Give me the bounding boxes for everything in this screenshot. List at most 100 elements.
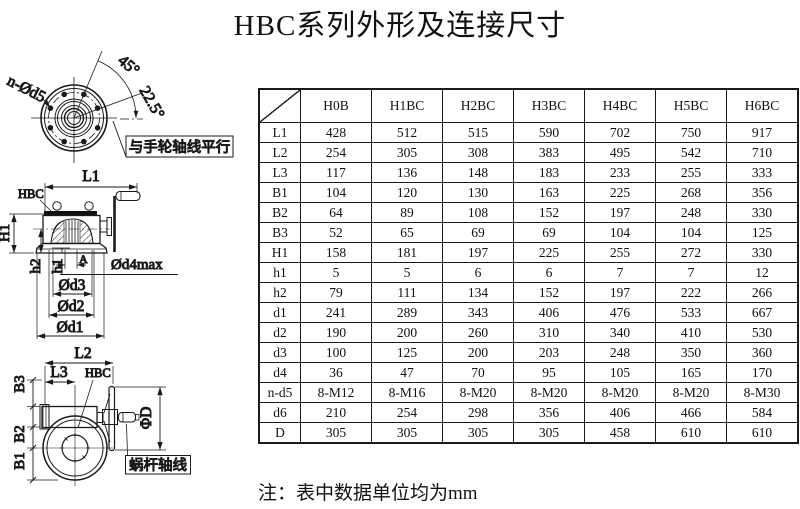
table-cell: 108 bbox=[442, 202, 514, 223]
table-row: h2 79 111 134 152 197 222 266 bbox=[258, 282, 799, 303]
worm-axis-callout: 蜗杆轴线 bbox=[129, 457, 187, 474]
table-cell: 298 bbox=[442, 402, 514, 423]
table-column-header: H5BC bbox=[655, 88, 727, 123]
table-cell: 95 bbox=[513, 362, 585, 383]
table-cell: 542 bbox=[655, 142, 727, 163]
dim-l3-label: L3 bbox=[50, 364, 67, 381]
model-label-side: HBC bbox=[18, 187, 44, 201]
table-row: B1 104 120 130 163 225 268 356 bbox=[258, 182, 799, 203]
table-header-row: H0B H1BC H2BC H3BC H4BC H5BC H6BC bbox=[258, 88, 799, 123]
table-cell: 356 bbox=[726, 182, 799, 203]
row-label: h2 bbox=[258, 282, 301, 303]
dim-d4max-label: Ød4max bbox=[111, 257, 163, 273]
table-cell: 8-M20 bbox=[513, 382, 585, 403]
table-cell: 308 bbox=[442, 142, 514, 163]
table-cell: 702 bbox=[584, 122, 656, 143]
technical-drawing: n-Ød5 45° 22.5° 与手轮轴线平行 L1 HBC bbox=[0, 50, 234, 486]
table-cell: 8-M20 bbox=[655, 382, 727, 403]
table-cell: 466 bbox=[655, 402, 727, 423]
dim-d1-label: Ød1 bbox=[57, 319, 84, 336]
table-cell: 305 bbox=[371, 422, 443, 444]
table-cell: 255 bbox=[655, 162, 727, 183]
table-row: d4 36 47 70 95 105 165 170 bbox=[258, 362, 799, 383]
table-cell: 360 bbox=[726, 342, 799, 363]
dim-b3-label: B3 bbox=[12, 375, 28, 393]
table-cell: 222 bbox=[655, 282, 727, 303]
table-cell: 584 bbox=[726, 402, 799, 423]
table-cell: 8-M30 bbox=[726, 382, 799, 403]
table-cell: 225 bbox=[584, 182, 656, 203]
handwheel-parallel-callout: 与手轮轴线平行 bbox=[129, 139, 231, 156]
table-cell: 428 bbox=[300, 122, 372, 143]
table-cell: 750 bbox=[655, 122, 727, 143]
table-cell: 241 bbox=[300, 302, 372, 323]
bolt-holes-label: n-Ød5 bbox=[4, 72, 48, 106]
table-cell: 79 bbox=[300, 282, 372, 303]
dimension-table-container: H0B H1BC H2BC H3BC H4BC H5BC H6BC L1 428 512 515 5… bbox=[258, 88, 799, 444]
row-label: B1 bbox=[258, 182, 301, 203]
table-cell: 383 bbox=[513, 142, 585, 163]
table-cell: 200 bbox=[442, 342, 514, 363]
table-cell: 356 bbox=[513, 402, 585, 423]
table-cell: 6 bbox=[513, 262, 585, 283]
table-cell: 233 bbox=[584, 162, 656, 183]
table-cell: 8-M20 bbox=[584, 382, 656, 403]
table-row: L1 428 512 515 590 702 750 917 bbox=[258, 122, 799, 143]
dim-h1-label: h1 bbox=[50, 259, 66, 274]
row-label: d3 bbox=[258, 342, 301, 363]
gearbox-front-view: L2 L3 HBC bbox=[12, 345, 191, 486]
bolt-holes bbox=[47, 91, 101, 145]
table-cell: 406 bbox=[513, 302, 585, 323]
table-column-header: H6BC bbox=[726, 88, 799, 123]
table-cell: 333 bbox=[726, 162, 799, 183]
page-title: HBC系列外形及连接尺寸 bbox=[233, 10, 567, 42]
table-cell: 7 bbox=[584, 262, 656, 283]
table-cell: 248 bbox=[655, 202, 727, 223]
table-cell: 125 bbox=[726, 222, 799, 243]
row-label: h1 bbox=[258, 262, 301, 283]
dim-a-label: A bbox=[79, 252, 88, 266]
table-cell: 305 bbox=[371, 142, 443, 163]
row-label: D bbox=[258, 422, 301, 444]
table-row: D 305 305 305 305 458 610 610 bbox=[258, 422, 799, 444]
flange-top-view: n-Ød5 45° 22.5° 与手轮轴线平行 bbox=[4, 50, 234, 163]
dim-h2-label: h2 bbox=[28, 259, 44, 274]
table-cell: 340 bbox=[584, 322, 656, 343]
table-cell: 89 bbox=[371, 202, 443, 223]
table-cell: 134 bbox=[442, 282, 514, 303]
table-cell: 70 bbox=[442, 362, 514, 383]
table-row: d3 100 125 200 203 248 350 360 bbox=[258, 342, 799, 363]
table-cell: 255 bbox=[584, 242, 656, 263]
table-row: d6 210 254 298 356 406 466 584 bbox=[258, 402, 799, 423]
table-cell: 305 bbox=[442, 422, 514, 444]
table-cell: 152 bbox=[513, 202, 585, 223]
table-row: n-d5 8-M12 8-M16 8-M20 8-M20 8-M20 8-M20 8-M30 bbox=[258, 382, 799, 403]
row-label: L3 bbox=[258, 162, 301, 183]
table-cell: 64 bbox=[300, 202, 372, 223]
table-cell: 272 bbox=[655, 242, 727, 263]
table-cell: 148 bbox=[442, 162, 514, 183]
table-cell: 65 bbox=[371, 222, 443, 243]
table-cell: 917 bbox=[726, 122, 799, 143]
table-body: L1 428 512 515 590 702 750 917 L2 254 305 308 383 495… bbox=[258, 122, 799, 444]
table-cell: 120 bbox=[371, 182, 443, 203]
table-cell: 305 bbox=[513, 422, 585, 444]
table-cell: 254 bbox=[300, 142, 372, 163]
table-cell: 105 bbox=[584, 362, 656, 383]
table-cell: 495 bbox=[584, 142, 656, 163]
row-label: B2 bbox=[258, 202, 301, 223]
row-label: n-d5 bbox=[258, 382, 301, 403]
table-cell: 190 bbox=[300, 322, 372, 343]
table-cell: 458 bbox=[584, 422, 656, 444]
table-cell: 225 bbox=[513, 242, 585, 263]
table-cell: 590 bbox=[513, 122, 585, 143]
table-cell: 5 bbox=[371, 262, 443, 283]
table-cell: 210 bbox=[300, 402, 372, 423]
table-cell: 69 bbox=[442, 222, 514, 243]
table-cell: 181 bbox=[371, 242, 443, 263]
table-cell: 12 bbox=[726, 262, 799, 283]
table-cell: 515 bbox=[442, 122, 514, 143]
gearbox-side-view: L1 HBC bbox=[0, 168, 178, 339]
table-cell: 197 bbox=[584, 202, 656, 223]
